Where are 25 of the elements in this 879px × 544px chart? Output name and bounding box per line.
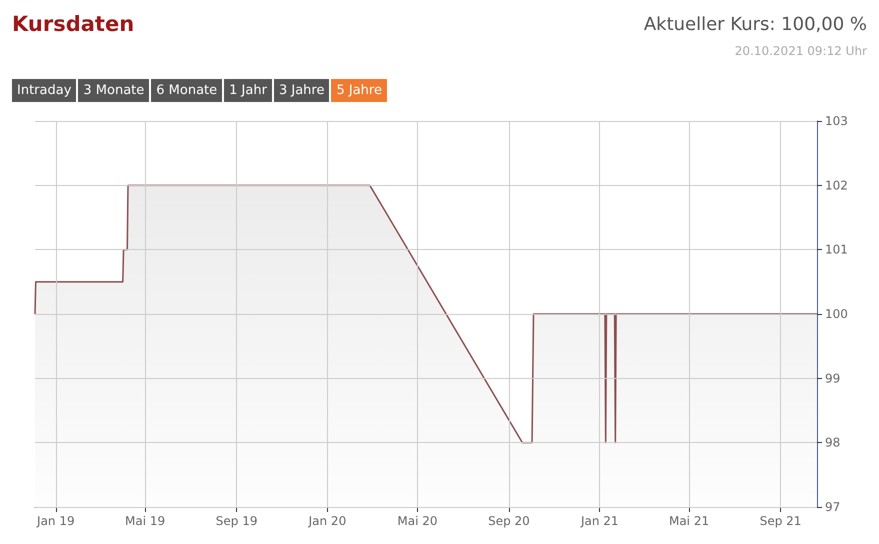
x-tick-label: Jan 20 — [308, 514, 346, 528]
x-tick-label: Sep 21 — [760, 514, 802, 528]
text: 20.10.2021 09:12 Uhr — [734, 44, 867, 58]
x-tick-label: Jan 21 — [580, 514, 619, 528]
x-tick-label: Jan 19 — [36, 514, 75, 528]
x-tick-label: Sep 19 — [216, 514, 258, 528]
text: 1 Jahr — [224, 79, 272, 102]
text: 3 Monate — [78, 79, 150, 102]
x-tick-label: Mai 19 — [125, 514, 166, 528]
x-tick-label: Sep 20 — [488, 514, 530, 528]
y-tick-label: 99 — [825, 371, 840, 386]
y-tick-label: 101 — [825, 242, 848, 257]
text: 5 Jahre — [331, 79, 387, 102]
y-tick-label: 103 — [825, 114, 848, 128]
y-tick-label: 97 — [825, 500, 840, 514]
x-tick-label: Mai 21 — [668, 514, 710, 528]
y-tick-label: 100 — [825, 307, 848, 321]
y-tick-label: 98 — [825, 436, 840, 450]
chart-title: Kursdaten — [12, 12, 134, 36]
text: 6 Monate — [151, 79, 222, 102]
y-tick-label: 102 — [825, 178, 848, 192]
text: Intraday — [12, 79, 76, 102]
chart-subtitle: Aktueller Kurs: 100,00 % — [644, 14, 867, 35]
x-tick-label: Mai 20 — [397, 514, 438, 528]
text: 3 Jahre — [274, 79, 330, 102]
